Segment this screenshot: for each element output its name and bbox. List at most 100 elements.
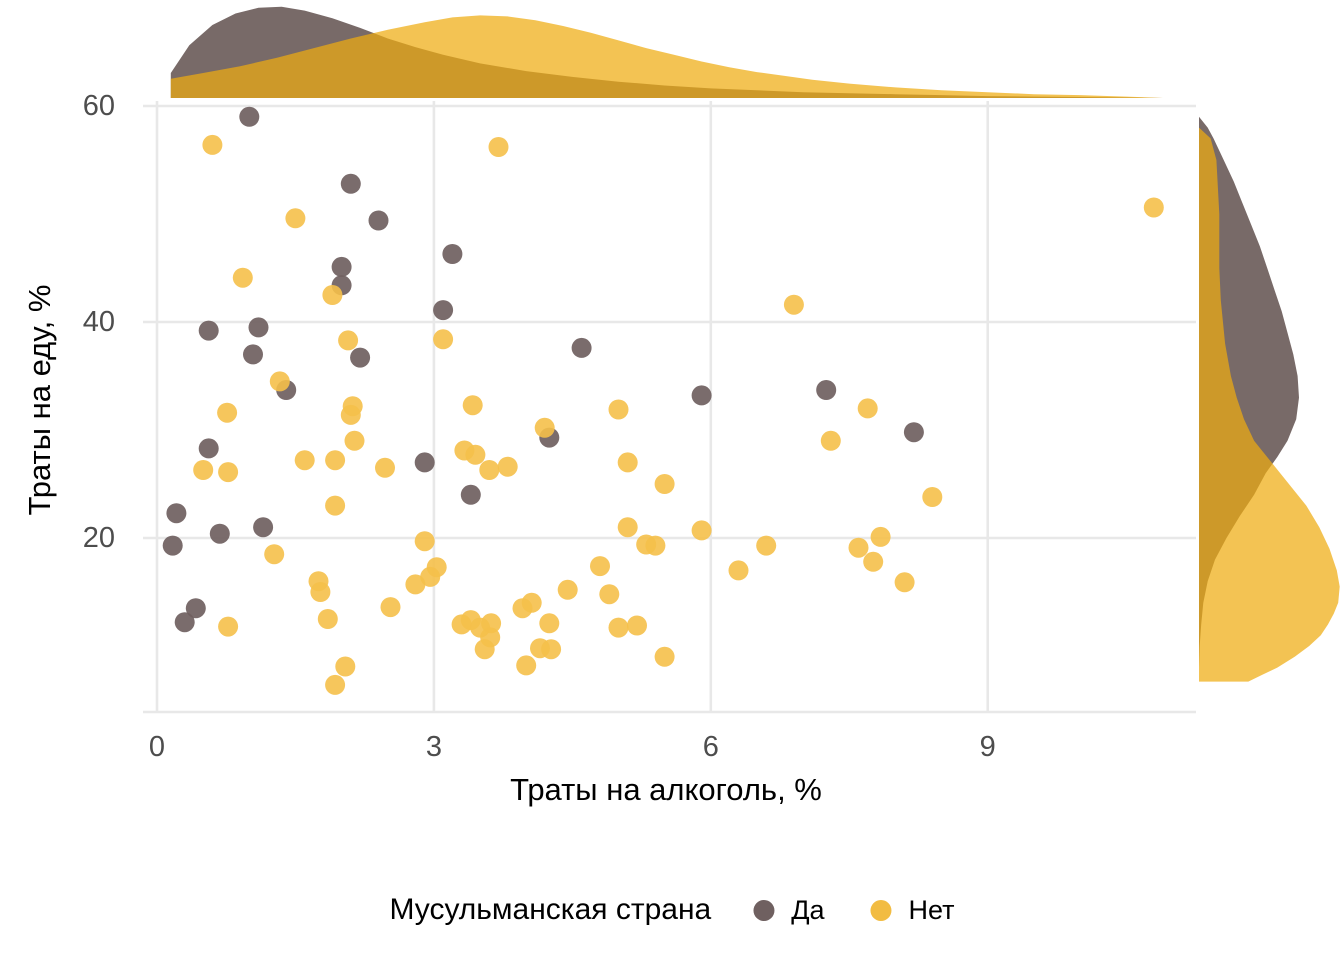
y-tick-label: 20 [82,522,115,554]
scatter-point-net [338,330,359,351]
scatter-point-da [816,380,837,400]
scatter-point-net [599,584,620,605]
scatter-point-net [870,526,891,547]
scatter-point-net [922,487,943,507]
scatter-point-net [218,616,239,637]
scatter-point-da [243,344,263,365]
scatter-point-da [198,438,219,459]
legend-dot-icon [870,899,892,921]
scatter-point-net [516,655,537,676]
scatter-point-da [198,320,219,341]
scatter-point-da [166,503,187,524]
scatter-point-net [497,456,518,477]
scatter-point-net [539,613,560,634]
scatter-point-net [310,582,331,602]
scatter-point-net [534,417,555,438]
scatter-point-net [654,646,675,667]
scatter-point-net [617,452,638,473]
scatter-point-da [433,300,454,321]
scatter-point-da [209,523,230,544]
scatter-point-net [465,444,486,465]
scatter-point-da [350,347,371,368]
scatter-point-da [185,598,206,619]
scatter-point-net [202,134,223,155]
scatter-point-net [512,598,533,619]
legend-entry: Нет [870,894,955,926]
scatter-point-net [269,371,290,392]
scatter-point-net [756,535,777,556]
scatter-point-net [335,656,356,677]
legend-title: Мусульманская страна [389,893,712,926]
scatter-point-net [294,450,315,471]
scatter-point-net [462,395,483,416]
scatter-point-da [691,385,712,406]
scatter-point-da [331,256,352,277]
y-tick-label: 60 [82,90,115,122]
scatter-point-net [193,460,214,480]
scatter-point-net [344,430,365,451]
scatter-point-net [474,639,495,660]
scatter-point-net [479,460,500,480]
scatter-point-net [405,574,426,595]
legend-entries: Да Нет [753,894,955,926]
scatter-point-net [433,329,454,350]
scatter-point-net [414,531,435,552]
scatter-point-da [253,517,274,538]
scatter-point-da [174,612,195,633]
scatter-point-net [541,639,562,660]
x-tick-label: 9 [979,731,996,763]
scatter-point-net [820,430,841,451]
scatter-point-net [380,597,401,618]
legend: Мусульманская страна Да Нет [389,893,954,927]
scatter-point-da [442,244,463,264]
scatter-point-net [863,551,884,572]
scatter-point-da [571,337,592,358]
scatter-point-net [894,572,915,593]
y-tick-label: 40 [82,306,115,338]
scatter-point-net [217,402,238,423]
scatter-point-net [340,404,361,425]
scatter-point-net [325,674,346,695]
scatter-point-net [375,457,395,478]
scatter-point-net [627,615,647,636]
scatter-point-net [645,535,666,556]
scatter-point-net [232,267,253,288]
scatter-point-net [325,495,346,516]
legend-label: Нет [908,894,955,925]
scatter-point-net [608,399,629,420]
scatter-point-net [285,208,306,229]
x-tick-label: 0 [148,731,166,763]
scatter-point-net [617,517,638,538]
scatter-point-net [420,566,441,587]
scatter-point-net [322,285,343,305]
density-top-net [170,15,1164,98]
scatter-point-net [590,556,610,577]
legend-label: Да [791,894,825,925]
scatter-point-da [340,173,361,194]
scatter-point-net [488,137,509,157]
scatter-point-net [325,450,346,471]
scatter-point-net [857,398,878,419]
legend-entry: Да [753,894,825,926]
density-right-net [1199,127,1340,682]
scatter-point-net [264,544,285,565]
scatter-point-net [1143,197,1164,218]
scatter-point-net [783,294,804,315]
scatter-point-net [691,520,712,541]
scatter-point-da [460,484,481,505]
scatter-point-da [162,535,183,556]
scatter-point-da [414,452,435,473]
scatter-point-net [557,579,578,600]
x-tick-label: 3 [425,731,442,763]
scatter-point-net [654,474,675,494]
scatter-point-net [608,617,629,638]
scatter-point-net [728,560,749,581]
scatter-point-da [368,210,389,231]
scatter-point-net [218,462,239,483]
legend-dot-icon [753,899,775,921]
scatter-point-net [848,537,869,558]
scatter-point-da [248,317,269,338]
scatter-point-net [317,609,338,629]
